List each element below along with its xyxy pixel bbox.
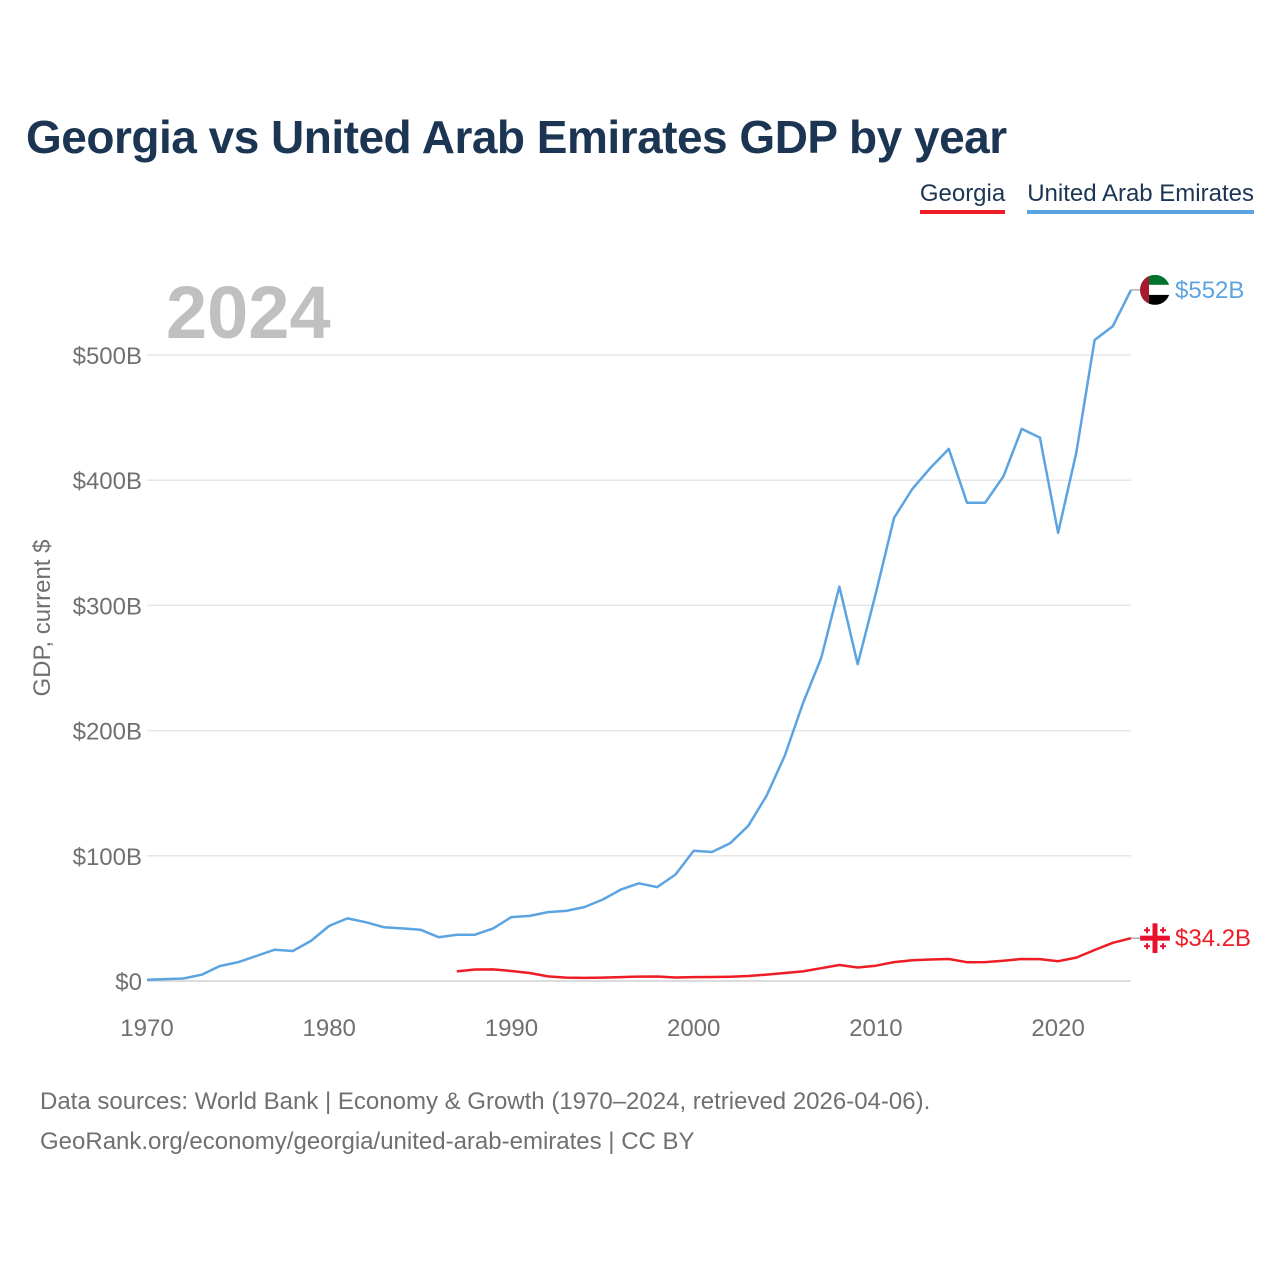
georgia-flag-icon — [1140, 923, 1170, 954]
y-tick-label: $100B — [73, 844, 142, 871]
chart-legend: Georgia United Arab Emirates — [919, 180, 1254, 214]
x-tick-label: 2020 — [1031, 1015, 1084, 1042]
source-link-text[interactable]: GeoRank.org/economy/georgia/united-arab-… — [40, 1128, 695, 1155]
data-source-text: Data sources: World Bank | Economy & Gro… — [40, 1088, 931, 1115]
x-tick-label: 1980 — [303, 1015, 356, 1042]
end-value-label-united-arab-emirates: $552B — [1175, 277, 1244, 304]
x-axis-ticks: 1970 1980 1990 2000 2010 2020 — [120, 1015, 1085, 1042]
y-axis-ticks: $0 $100B $200B $300B $400B $500B — [73, 343, 142, 996]
chart-title: Georgia vs United Arab Emirates GDP by y… — [26, 111, 1007, 163]
x-tick-label: 1970 — [120, 1015, 173, 1042]
grid-lines — [147, 354, 1131, 982]
legend-item-georgia[interactable]: Georgia — [919, 180, 1006, 214]
y-tick-label: $200B — [73, 719, 142, 746]
x-tick-label: 2000 — [667, 1015, 720, 1042]
year-watermark: 2024 — [166, 271, 331, 354]
y-tick-label: $300B — [73, 593, 142, 620]
series-lines — [146, 289, 1133, 981]
x-tick-label: 2010 — [849, 1015, 902, 1042]
series-end-labels: $552B $34.2B — [1131, 274, 1251, 954]
series-line-georgia — [456, 936, 1132, 980]
end-value-label-georgia: $34.2B — [1175, 925, 1251, 952]
chart-footer: Data sources: World Bank | Economy & Gro… — [40, 1082, 930, 1162]
legend-item-uae[interactable]: United Arab Emirates — [1027, 180, 1254, 214]
y-tick-label: $400B — [73, 468, 142, 495]
x-tick-label: 1990 — [485, 1015, 538, 1042]
series-line-united-arab-emirates — [146, 289, 1133, 981]
uae-flag-icon — [1140, 274, 1170, 305]
y-tick-label: $500B — [73, 343, 142, 370]
y-axis-label: GDP, current $ — [29, 540, 56, 697]
y-tick-label: $0 — [115, 969, 142, 996]
